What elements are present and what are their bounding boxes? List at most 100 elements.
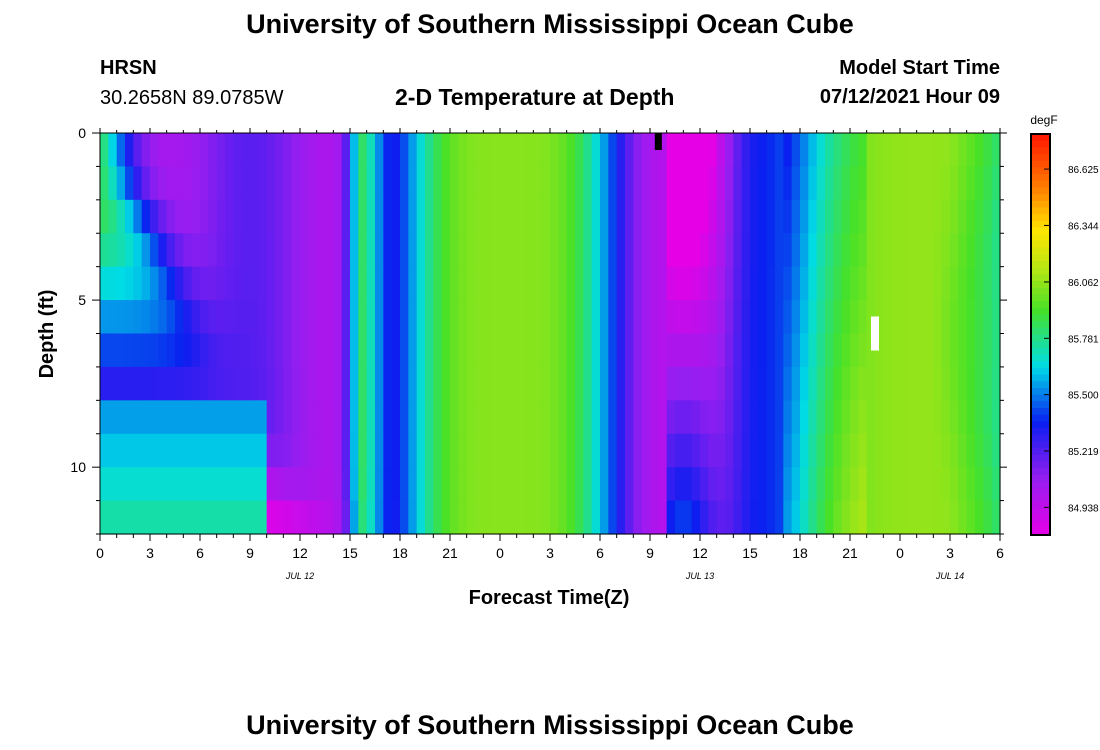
heatmap-cell (266, 333, 276, 368)
heatmap-cell (800, 233, 809, 268)
heatmap-cell (233, 133, 243, 168)
heatmap-cell (666, 400, 676, 435)
heatmap-cell (641, 166, 651, 201)
heatmap-cell (883, 133, 893, 168)
heatmap-cell (233, 500, 243, 535)
heatmap-cell (750, 400, 759, 435)
heatmap-cell (891, 133, 901, 168)
heatmap-cell (558, 333, 568, 368)
heatmap-cell (908, 300, 918, 335)
heatmap-cell (291, 199, 301, 234)
colorbar-swatch (1031, 294, 1050, 302)
heatmap-cell (375, 199, 384, 234)
heatmap-cell (458, 400, 468, 435)
heatmap-cell (341, 467, 351, 502)
colorbar-swatch (1031, 387, 1050, 396)
heatmap-cell (650, 133, 659, 168)
heatmap-cell (650, 366, 659, 401)
heatmap-cell (441, 500, 451, 535)
heatmap-cell (616, 500, 626, 535)
heatmap-cell (633, 300, 643, 335)
heatmap-cell (291, 233, 301, 268)
heatmap-cell (600, 233, 609, 268)
heatmap-cell (216, 400, 226, 435)
x-tick-label: 21 (442, 545, 458, 561)
heatmap-cell (591, 266, 601, 301)
heatmap-cell (250, 266, 259, 301)
heatmap-cell (925, 266, 934, 301)
colorbar-swatch (1031, 408, 1050, 416)
heatmap-cell (200, 233, 209, 268)
heatmap-cell (750, 233, 759, 268)
heatmap-cell (600, 467, 609, 502)
heatmap-cell (450, 500, 459, 535)
heatmap-cell (858, 500, 868, 535)
heatmap-cell (891, 433, 901, 468)
heatmap-cell (533, 166, 543, 201)
heatmap-cell (216, 233, 226, 268)
heatmap-cell (233, 333, 243, 368)
heatmap-cell (508, 133, 518, 168)
heatmap-cell (566, 233, 576, 268)
heatmap-cell (258, 199, 268, 234)
heatmap-cell (850, 333, 859, 368)
heatmap-cell (141, 266, 151, 301)
colorbar-swatch (1031, 334, 1050, 342)
heatmap-cell (741, 400, 751, 435)
heatmap-cell (775, 300, 784, 335)
heatmap-cell (666, 266, 676, 301)
heatmap-cell (150, 266, 159, 301)
heatmap-cell (775, 333, 784, 368)
y-tick-label: 5 (78, 292, 86, 308)
heatmap-cell (516, 433, 526, 468)
heatmap-cell (183, 366, 193, 401)
heatmap-cell (258, 433, 268, 468)
heatmap-cell (375, 467, 384, 502)
colorbar-swatch (1031, 508, 1050, 516)
heatmap-cell (625, 333, 634, 368)
heatmap-cell (383, 467, 393, 502)
heatmap-cell (875, 300, 884, 335)
heatmap-cell (966, 433, 976, 468)
heatmap-cell (508, 333, 518, 368)
heatmap-cell (908, 500, 918, 535)
heatmap-cell (208, 366, 218, 401)
heatmap-cell (908, 266, 918, 301)
heatmap-cell (166, 400, 176, 435)
heatmap-cell (600, 266, 609, 301)
heatmap-cell (458, 199, 468, 234)
colorbar-swatch (1031, 354, 1050, 362)
heatmap-cell (483, 300, 493, 335)
heatmap-cell (541, 133, 551, 168)
heatmap-cell (233, 433, 243, 468)
heatmap-cell (666, 500, 676, 535)
heatmap-cell (158, 133, 168, 168)
heatmap-cell (625, 166, 634, 201)
heatmap-cell (475, 333, 484, 368)
heatmap-cell (166, 433, 176, 468)
heatmap-cell (841, 266, 851, 301)
heatmap-cell (175, 366, 184, 401)
heatmap-cell (700, 333, 709, 368)
heatmap-cell (933, 266, 943, 301)
heatmap-cell (600, 433, 609, 468)
heatmap-cell (791, 199, 801, 234)
heatmap-cell (341, 199, 351, 234)
heatmap-cell (483, 500, 493, 535)
heatmap-cell (375, 333, 384, 368)
heatmap-cell (725, 233, 734, 268)
heatmap-cell (758, 199, 768, 234)
footer-title: University of Southern Mississippi Ocean… (246, 710, 854, 740)
heatmap-cell (283, 266, 293, 301)
heatmap-cell (958, 166, 968, 201)
heatmap-cell (750, 133, 759, 168)
heatmap-cell (225, 233, 234, 268)
heatmap-cell (975, 199, 984, 234)
heatmap-cell (316, 467, 326, 502)
heatmap-cell (341, 233, 351, 268)
heatmap-cell (366, 199, 376, 234)
heatmap-cell (408, 266, 418, 301)
heatmap-cell (566, 500, 576, 535)
heatmap-cell (133, 333, 143, 368)
heatmap-cell (866, 366, 876, 401)
